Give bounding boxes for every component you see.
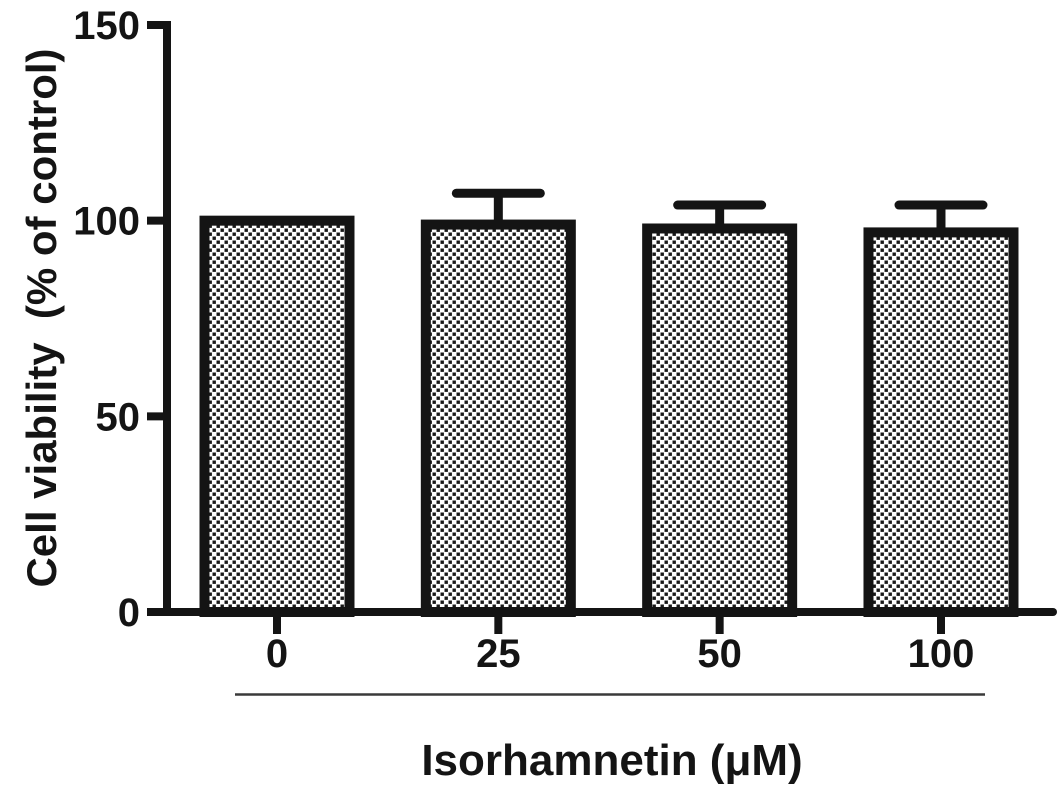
y-tick-label-50: 50 [96, 395, 141, 439]
y-tick-label-150: 150 [73, 4, 140, 48]
x-tick-label-100: 100 [908, 632, 975, 676]
y-tick-label-100: 100 [73, 200, 140, 244]
x-axis-title: Isorhamnetin (μM) [421, 736, 802, 785]
x-ticks-group: 0 25 50 100 [266, 612, 974, 676]
y-tick-label-0: 0 [118, 591, 140, 635]
axes-group [159, 21, 1057, 616]
error-bar-50uM [673, 200, 767, 229]
bar-50uM [642, 223, 798, 617]
x-tick-label-0: 0 [266, 632, 288, 676]
bar-0uM [199, 215, 355, 618]
bar-100uM [863, 227, 1019, 617]
error-bar-25uM [451, 188, 545, 225]
x-tick-label-50: 50 [697, 632, 742, 676]
error-bar-100uM [894, 200, 988, 233]
bars-group [199, 215, 1019, 618]
bar-25uM [420, 219, 576, 618]
error-bars-group [451, 188, 988, 233]
x-tick-label-25: 25 [476, 632, 521, 676]
y-axis-title: Cell viability (% of control) [18, 48, 65, 587]
y-ticks-group: 0 50 100 150 [73, 4, 167, 635]
